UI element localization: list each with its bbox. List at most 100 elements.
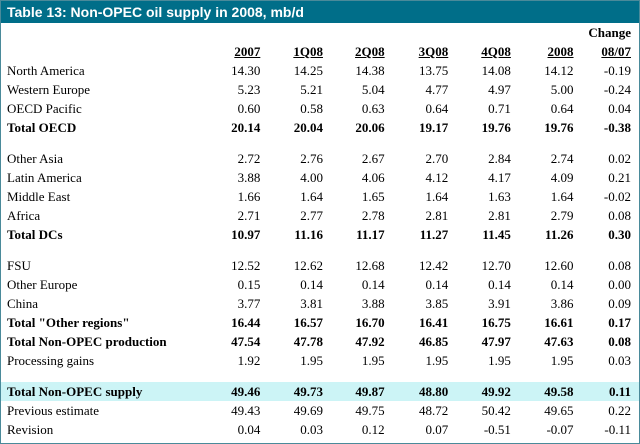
table-row: Other Europe 0.15 0.14 0.14 0.14 0.14 0.14 0.00 — [1, 275, 639, 294]
cell-value: 1.95 — [425, 353, 449, 368]
cell-value: 2.72 — [237, 151, 261, 166]
row-label: North America — [7, 63, 85, 78]
cell-value: 0.21 — [608, 170, 631, 185]
row-label: Processing gains — [7, 353, 95, 368]
cell-value: 14.30 — [231, 63, 261, 78]
cell-value: 50.42 — [481, 403, 511, 418]
cell-value: 0.14 — [488, 277, 511, 292]
cell-value: 1.64 — [550, 189, 574, 204]
cell-value: 3.86 — [550, 296, 574, 311]
cell-value: 3.77 — [237, 296, 261, 311]
cell-value: -0.38 — [603, 120, 631, 135]
col-header: 4Q08 — [481, 44, 511, 59]
group-spacer — [1, 137, 639, 149]
cell-value: 0.15 — [237, 277, 261, 292]
cell-value: 0.14 — [300, 277, 323, 292]
cell-value: -0.02 — [603, 189, 631, 204]
cell-value: 49.43 — [231, 403, 261, 418]
cell-value: 0.12 — [361, 422, 385, 437]
group-spacer — [1, 370, 639, 382]
cell-value: 1.64 — [425, 189, 449, 204]
cell-value: 16.41 — [419, 315, 449, 330]
table-row: China 3.77 3.81 3.88 3.85 3.91 3.86 0.09 — [1, 294, 639, 313]
cell-value: 20.06 — [355, 120, 385, 135]
cell-value: 11.27 — [419, 227, 449, 242]
row-label: Total DCs — [7, 227, 63, 242]
cell-value: 47.63 — [544, 334, 574, 349]
cell-value: 0.64 — [425, 101, 449, 116]
row-label: Latin America — [7, 170, 82, 185]
table-row: Other Asia 2.72 2.76 2.67 2.70 2.84 2.74 0.02 — [1, 149, 639, 168]
row-label: Total Non-OPEC production — [7, 334, 167, 349]
cell-value: 2.71 — [237, 208, 261, 223]
cell-value: 4.77 — [425, 82, 449, 97]
cell-value: 0.14 — [425, 277, 449, 292]
row-label: Other Asia — [7, 151, 63, 166]
cell-value: 11.26 — [544, 227, 574, 242]
table-row: North America 14.30 14.25 14.38 13.75 14.08 14… — [1, 61, 639, 80]
col-header: 2Q08 — [355, 44, 385, 59]
header-row: 2007 1Q08 2Q08 3Q08 4Q08 2008 08/07 — [1, 42, 639, 61]
cell-value: 16.70 — [355, 315, 385, 330]
header-row-top: Change — [1, 23, 639, 42]
cell-value: 2.81 — [488, 208, 511, 223]
cell-value: 16.75 — [481, 315, 511, 330]
cell-value: 0.04 — [237, 422, 261, 437]
cell-value: 47.54 — [231, 334, 261, 349]
row-label: OECD Pacific — [7, 101, 82, 116]
cell-value: 3.91 — [488, 296, 511, 311]
row-label: Revision — [7, 422, 54, 437]
cell-value: 0.71 — [488, 101, 511, 116]
row-label: Other Europe — [7, 277, 78, 292]
cell-value: -0.51 — [483, 422, 511, 437]
cell-value: 4.00 — [300, 170, 323, 185]
cell-value: 3.85 — [425, 296, 449, 311]
data-table: Change 2007 1Q08 2Q08 3Q08 4Q08 2008 08/… — [1, 23, 639, 439]
row-label: Total Non-OPEC supply — [1, 382, 208, 401]
cell-value: 4.17 — [488, 170, 511, 185]
cell-value: 3.88 — [361, 296, 385, 311]
table-row: Total DCs 10.97 11.16 11.17 11.27 11.45 11.26 0… — [1, 225, 639, 244]
cell-value: 49.75 — [355, 403, 385, 418]
cell-value: 49.58 — [510, 382, 574, 401]
cell-value: 12.62 — [293, 258, 323, 273]
cell-value: 1.92 — [237, 353, 261, 368]
cell-value: 4.12 — [425, 170, 449, 185]
table-row: OECD Pacific 0.60 0.58 0.63 0.64 0.71 0.64 0.04 — [1, 99, 639, 118]
table-row: Latin America 3.88 4.00 4.06 4.12 4.17 4.09 0.2… — [1, 168, 639, 187]
group-spacer — [1, 244, 639, 256]
cell-value: 14.25 — [293, 63, 323, 78]
cell-value: 1.95 — [361, 353, 385, 368]
cell-value: 11.17 — [356, 227, 385, 242]
cell-value: 49.46 — [207, 382, 261, 401]
cell-value: 49.92 — [448, 382, 511, 401]
cell-value: 13.75 — [419, 63, 449, 78]
table-row: Processing gains 1.92 1.95 1.95 1.95 1.95 1.95… — [1, 351, 639, 370]
cell-value: 0.00 — [608, 277, 631, 292]
cell-value: 12.52 — [231, 258, 261, 273]
col-header: 3Q08 — [418, 44, 449, 59]
cell-value: 4.06 — [361, 170, 385, 185]
cell-value: -0.11 — [604, 422, 631, 437]
cell-value: 3.81 — [300, 296, 323, 311]
cell-value: 1.64 — [300, 189, 323, 204]
col-header: 08/07 — [601, 44, 631, 59]
cell-value: 4.09 — [550, 170, 574, 185]
cell-value: 12.70 — [481, 258, 511, 273]
cell-value: 46.85 — [419, 334, 449, 349]
row-label: Previous estimate — [7, 403, 100, 418]
table-body: North America 14.30 14.25 14.38 13.75 14.08 14… — [1, 61, 639, 439]
cell-value: 1.95 — [550, 353, 574, 368]
col-header: 1Q08 — [293, 44, 323, 59]
cell-value: 20.04 — [293, 120, 323, 135]
cell-value: 1.63 — [488, 189, 511, 204]
cell-value: 12.60 — [544, 258, 574, 273]
cell-value: 5.21 — [300, 82, 323, 97]
cell-value: 14.38 — [355, 63, 385, 78]
cell-value: -0.24 — [603, 82, 631, 97]
table-row: Revision 0.04 0.03 0.12 0.07 -0.51 -0.07 -0.11 — [1, 420, 639, 439]
cell-value: 48.80 — [384, 382, 449, 401]
cell-value: 0.03 — [300, 422, 323, 437]
cell-value: 19.17 — [419, 120, 449, 135]
